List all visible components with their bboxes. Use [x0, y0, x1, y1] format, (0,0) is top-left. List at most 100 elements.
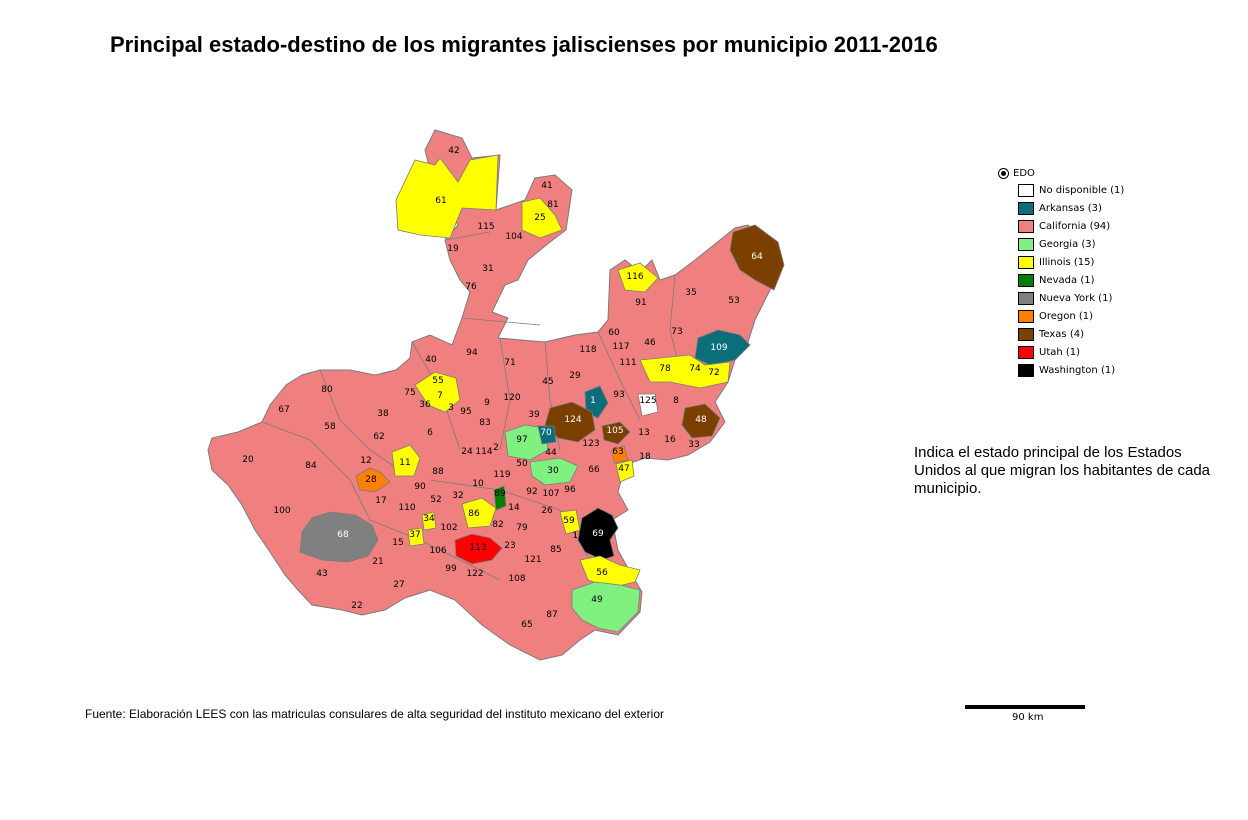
region-37 — [407, 527, 425, 547]
municipality-label: 50 — [516, 459, 528, 469]
legend-label: Nevada (1) — [1039, 274, 1095, 286]
legend-label: Arkansas (3) — [1039, 202, 1102, 214]
municipality-label: 107 — [542, 489, 559, 499]
municipality-label: 79 — [516, 523, 528, 533]
region-97 — [504, 424, 549, 461]
municipality-label: 31 — [482, 264, 493, 274]
legend-field: EDO — [1013, 167, 1035, 179]
municipality-label: 99 — [445, 564, 457, 574]
municipality-label: 28 — [365, 475, 377, 485]
region-34 — [421, 511, 437, 531]
municipality-label: 87 — [546, 610, 557, 620]
municipality-label: 68 — [337, 530, 349, 540]
legend-item: Arkansas (3) — [1018, 199, 1124, 217]
municipality-label: 93 — [613, 390, 624, 400]
municipality-label: 25 — [534, 213, 545, 223]
municipality-label: 83 — [479, 418, 490, 428]
municipality-label: 58 — [324, 422, 336, 432]
source-note: Fuente: Elaboración LEES con las matricu… — [85, 707, 664, 721]
municipality-label: 80 — [321, 385, 333, 395]
legend-label: Texas (4) — [1039, 328, 1084, 340]
municipality-label: 59 — [563, 516, 575, 526]
legend-swatch — [1018, 291, 1034, 305]
region-48 — [681, 403, 721, 439]
municipality-label: 61 — [435, 196, 446, 206]
municipality-label: 1 — [590, 396, 596, 406]
municipality-label: 43 — [316, 569, 327, 579]
municipality-label: 92 — [526, 487, 537, 497]
legend-item: No disponible (1) — [1018, 181, 1124, 199]
legend-label: Washington (1) — [1039, 364, 1116, 376]
legend-swatch — [1018, 201, 1034, 215]
municipality-label: 108 — [508, 574, 525, 584]
legend-swatch — [1018, 309, 1034, 323]
municipality-label: 41 — [541, 181, 552, 191]
municipality-label: 75 — [404, 388, 415, 398]
municipality-label: 26 — [541, 506, 553, 516]
municipality-label: 102 — [440, 523, 457, 533]
region-56 — [579, 555, 641, 589]
municipality-label: 89 — [494, 489, 506, 499]
municipality-label: 48 — [695, 415, 707, 425]
municipality-label: 74 — [689, 364, 701, 374]
municipality-label: 60 — [608, 328, 620, 338]
municipality-label: 86 — [468, 509, 480, 519]
legend-swatch — [1018, 219, 1034, 233]
municipality-label: 117 — [612, 342, 629, 352]
region-89 — [493, 485, 507, 511]
region-116 — [617, 262, 659, 293]
legend-label: Illinois (15) — [1039, 256, 1095, 268]
legend-swatch — [1018, 345, 1034, 359]
municipality-label: 94 — [466, 348, 478, 358]
municipality-label: 125 — [639, 396, 656, 406]
municipality-label: 110 — [398, 503, 415, 513]
municipality-label: 67 — [278, 405, 289, 415]
region-47 — [615, 459, 635, 483]
municipality-label: 116 — [626, 272, 643, 282]
layer-radio-icon[interactable] — [998, 167, 1009, 179]
municipality-label: 123 — [582, 439, 599, 449]
municipality-label: 113 — [469, 543, 486, 553]
municipality-label: 18 — [639, 452, 651, 462]
municipality-label: 40 — [425, 355, 437, 365]
map-description: Indica el estado principal de los Estado… — [914, 444, 1211, 497]
municipality-label: 14 — [508, 503, 520, 513]
municipality-label: 73 — [671, 327, 682, 337]
legend-header: EDO — [998, 165, 1124, 181]
municipality-label: 97 — [516, 435, 527, 445]
legend-items: No disponible (1) Arkansas (3) California … — [998, 181, 1124, 379]
municipality-label: 49 — [591, 595, 603, 605]
municipality-label: 76 — [465, 282, 477, 292]
legend-swatch — [1018, 327, 1034, 341]
municipality-label: 16 — [664, 435, 676, 445]
municipal-boundary — [411, 231, 541, 451]
region-11 — [391, 444, 421, 477]
map-labels: 4261418125115104193176641163553917310960… — [242, 146, 763, 630]
municipality-label: 62 — [373, 432, 384, 442]
legend-label: No disponible (1) — [1039, 184, 1125, 196]
map-regions — [299, 154, 785, 633]
municipality-label: 11 — [399, 458, 410, 468]
region-68 — [299, 511, 379, 563]
jalisco-map: 4261418125115104193176641163553917310960… — [207, 129, 785, 661]
region-30 — [529, 457, 579, 486]
municipality-label: 63 — [612, 447, 623, 457]
municipality-label: 72 — [708, 368, 719, 378]
municipality-label: 115 — [477, 222, 494, 232]
legend-label: Oregon (1) — [1039, 310, 1094, 322]
legend-item: Washington (1) — [1018, 361, 1124, 379]
municipality-label: 71 — [504, 358, 515, 368]
legend-label: Utah (1) — [1039, 346, 1081, 358]
municipality-label: 91 — [635, 298, 646, 308]
municipality-label: 7 — [437, 391, 443, 401]
region-69 — [577, 507, 619, 561]
municipality-label: 22 — [351, 601, 362, 611]
region-78-74-72 — [639, 354, 731, 389]
municipality-label: 39 — [528, 410, 540, 420]
legend-swatch — [1018, 237, 1034, 251]
municipality-label: 112 — [572, 531, 589, 541]
region-105 — [601, 421, 631, 445]
municipality-label: 109 — [710, 343, 727, 353]
municipality-label: 69 — [592, 529, 604, 539]
municipality-label: 81 — [547, 200, 558, 210]
